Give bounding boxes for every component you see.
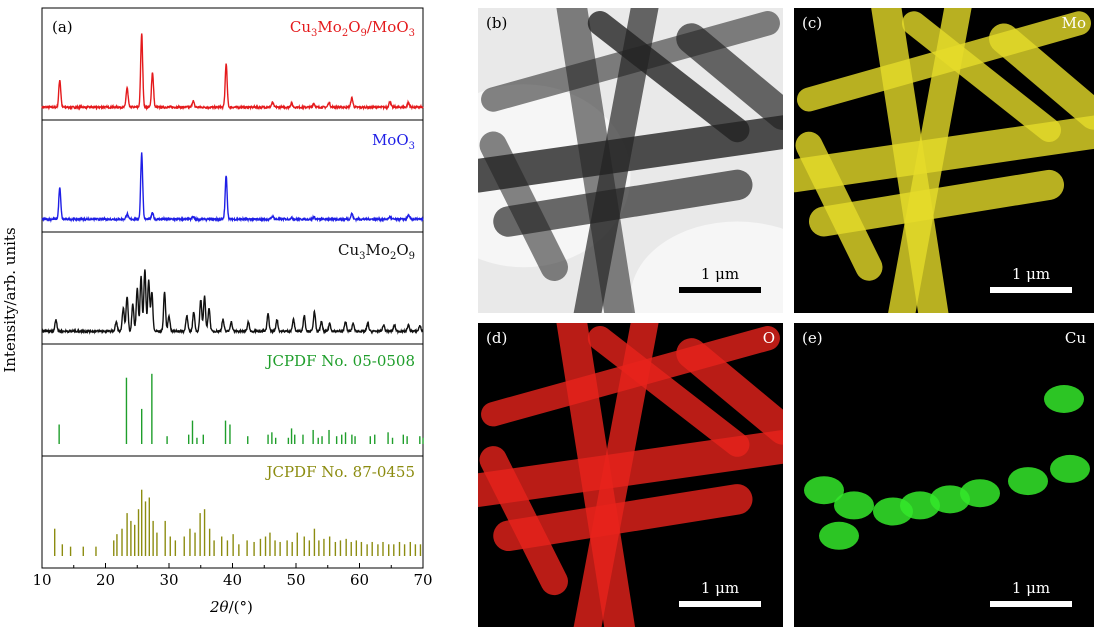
nanobelt — [809, 169, 1064, 237]
cu-cluster — [1050, 454, 1090, 483]
scale-bar — [679, 287, 761, 293]
nanobelt — [479, 446, 568, 596]
scale-bar-label: 1 μm — [1011, 265, 1051, 283]
x-tick-label: 40 — [223, 571, 242, 589]
scale-bar-label: 1 μm — [700, 579, 740, 597]
nanobelt — [587, 11, 750, 143]
cu-cluster — [819, 521, 859, 550]
cu-cluster — [1044, 385, 1084, 413]
scale-bar — [990, 287, 1072, 293]
series-label-cu3mo2o9: Cu3Mo2O9 — [338, 241, 415, 262]
series-label-jcpdf-87-0455: JCPDF No. 87-0455 — [264, 463, 415, 481]
subplot-frame — [41, 119, 424, 233]
scale-bar-label: 1 μm — [1011, 579, 1051, 597]
eds-map-o-panel: (d) O 1 μm — [478, 323, 783, 627]
nanobelt — [795, 131, 883, 281]
nanobelt — [493, 169, 753, 237]
series-line — [41, 152, 424, 223]
panel-label-a: (a) — [52, 18, 73, 36]
x-tick-label: 10 — [32, 571, 51, 589]
tem-image-panel: (b) 1 μm — [478, 8, 783, 313]
element-label-mo: Mo — [1061, 14, 1086, 32]
scale-bar-label: 1 μm — [700, 265, 740, 283]
x-tick-label: 70 — [413, 571, 432, 589]
element-label-cu: Cu — [1064, 329, 1086, 347]
y-axis-label: Intensity/arb. units — [1, 227, 19, 373]
nanobelt — [493, 484, 753, 552]
series-label-moo3: MoO3 — [372, 131, 415, 152]
series-line — [41, 33, 424, 111]
x-tick-label: 20 — [96, 571, 115, 589]
series-label-cu3mo2o9-moo3: Cu3Mo2O9/MoO3 — [290, 18, 415, 39]
panel-label-d: (d) — [486, 329, 508, 347]
series-label-jcpdf-05-0508: JCPDF No. 05-0508 — [264, 352, 415, 370]
subplot-frame — [41, 7, 424, 121]
x-tick-label: 30 — [159, 571, 178, 589]
eds-map-cu-panel: (e) Cu 1 μm — [794, 323, 1094, 627]
nanobelt — [479, 131, 568, 281]
series-line — [41, 269, 424, 335]
cu-cluster — [960, 479, 1000, 508]
nanobelt — [587, 325, 750, 457]
nanobelt — [676, 338, 783, 445]
cu-cluster — [930, 485, 970, 514]
panel-label-e: (e) — [802, 329, 823, 347]
cu-cluster — [900, 491, 940, 520]
nanobelt — [902, 11, 1061, 142]
cu-cluster — [804, 476, 844, 505]
nanobelt — [989, 23, 1094, 130]
panel-label-c: (c) — [802, 14, 823, 32]
x-tick-label: 50 — [286, 571, 305, 589]
scale-bar — [679, 601, 761, 607]
cu-cluster — [1008, 467, 1048, 496]
eds-map-mo-panel: (c) Mo 1 μm — [794, 8, 1094, 313]
eds-map-o — [478, 323, 783, 627]
cu-cluster — [834, 491, 874, 520]
x-axis-label: 2θ/(°) — [210, 598, 253, 616]
eds-map-mo — [794, 8, 1094, 313]
x-tick-label: 60 — [350, 571, 369, 589]
eds-map-cu — [794, 323, 1094, 627]
xrd-chart: 10 20 30 40 50 60 70 (a) Cu3Mo2O9/MoO3 MoO3 Cu… — [32, 7, 433, 589]
panel-label-b: (b) — [486, 14, 508, 32]
nanobelt — [676, 23, 783, 130]
element-label-o: O — [762, 329, 775, 347]
scale-bar — [990, 601, 1072, 607]
